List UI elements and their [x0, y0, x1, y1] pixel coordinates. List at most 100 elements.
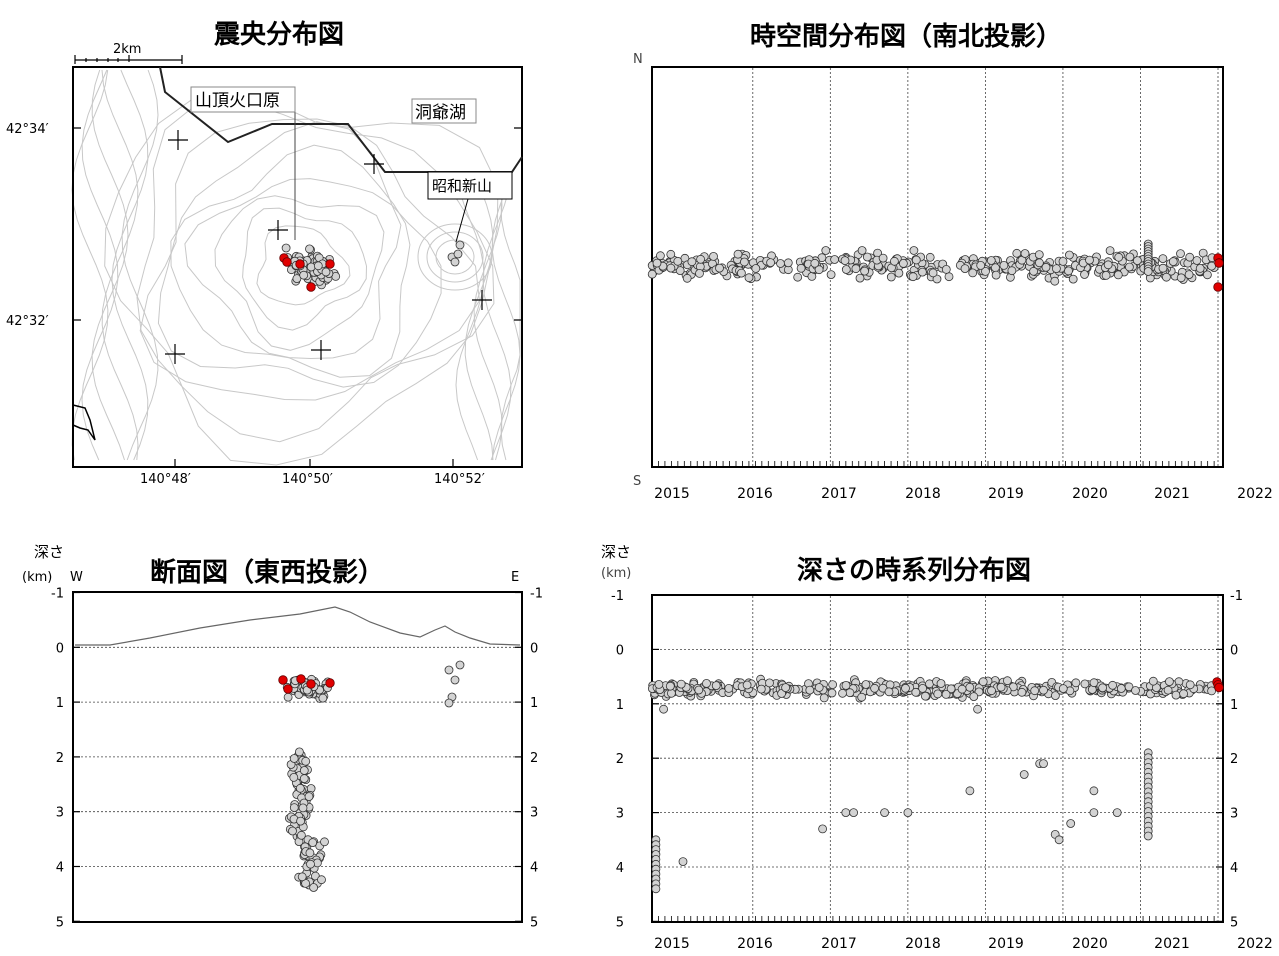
cross-section-point	[297, 872, 307, 882]
spacetime-point	[894, 268, 904, 278]
showa-label: 昭和新山	[432, 177, 492, 195]
spacetime-point	[740, 257, 749, 267]
depth-tick-label: -1	[51, 587, 64, 602]
depth-tick-label: 5	[616, 915, 624, 930]
contour-line	[121, 69, 159, 461]
contour-line	[426, 231, 484, 283]
depth-time-point	[1051, 691, 1060, 700]
depth-tick-label: 1	[616, 698, 624, 713]
contour-line	[491, 189, 521, 461]
epicenter-panel: 2km 山頂火口原 洞爺湖 昭和新山 42°34′ 42°32′ 140°48′…	[6, 42, 523, 487]
depth-time-point	[756, 684, 766, 694]
depth-time-point	[1003, 676, 1012, 686]
depth-tick-label: 4	[530, 861, 538, 876]
depth-time-point	[1185, 680, 1195, 690]
depth-time-point	[819, 693, 829, 703]
year-tick-label: 2022	[1237, 936, 1273, 952]
spacetime-point	[860, 266, 869, 276]
cross-section-point	[298, 803, 308, 813]
year-tick-label: 2020	[1072, 936, 1108, 952]
spacetime-point	[909, 246, 919, 255]
depth-time-point	[678, 857, 688, 866]
depth-time-point	[911, 687, 921, 697]
spacetime-point	[751, 264, 761, 273]
depth-tick-label: 1	[56, 696, 64, 711]
north-label: N	[633, 52, 643, 67]
spacetime-point	[911, 255, 921, 265]
contour-line	[256, 225, 351, 306]
contour-line	[184, 178, 402, 360]
depth-tick-label: 4	[616, 861, 624, 876]
depth-time-point	[861, 680, 871, 689]
epicenter-point	[292, 274, 302, 284]
km-label-right: (km)	[601, 566, 632, 581]
depth-tick-label: -1	[611, 589, 624, 604]
spacetime-minor-ticks	[651, 461, 1215, 466]
spacetime-point	[695, 268, 704, 278]
depth-tick-label: 0	[56, 641, 64, 656]
spacetime-point	[1029, 266, 1038, 276]
contour-line	[104, 92, 499, 466]
depth-time-point	[827, 688, 837, 698]
depth-time-point	[1058, 684, 1068, 693]
contour-line	[242, 207, 367, 331]
depth-time-point	[1080, 679, 1090, 689]
map-frame	[72, 66, 523, 468]
spacetime-point	[1162, 272, 1171, 282]
depth-time-point	[1071, 678, 1081, 688]
cross-section-point	[450, 675, 460, 685]
spacetime-point	[1105, 246, 1115, 256]
spacetime-point	[968, 268, 978, 278]
depth-time-point	[742, 680, 752, 690]
spacetime-year-labels: 2015 2016 2017 2018 2019 2020 2021 2022	[654, 486, 1273, 502]
depth-time-point	[903, 808, 913, 817]
year-tick-label: 2021	[1154, 486, 1190, 502]
epicenter-point	[455, 240, 465, 250]
spacetime-point	[793, 272, 803, 282]
spacetime-point	[1143, 267, 1153, 276]
recent-cross-section	[306, 679, 316, 689]
depth-tick-label: 3	[530, 806, 538, 821]
year-tick-label: 2016	[737, 936, 773, 952]
spacetime-point	[991, 263, 1000, 273]
spacetime-point	[666, 263, 676, 273]
year-tick-label: 2019	[988, 936, 1024, 952]
spacetime-points	[647, 239, 1224, 292]
depth-tick-label: 0	[530, 641, 538, 656]
depth-time-point	[957, 684, 967, 694]
depth-time-point	[969, 692, 979, 701]
depth-time-point	[1019, 770, 1029, 779]
depth-tick-label: -1	[530, 587, 543, 602]
spacetime-point	[878, 253, 888, 263]
spacetime-point	[918, 267, 927, 277]
recent-cross-section	[296, 674, 306, 684]
epicenter-axis-ticks	[73, 127, 522, 467]
depth-time-point	[702, 679, 711, 688]
recent-epicenter	[306, 282, 316, 292]
spacetime-point	[1113, 270, 1123, 280]
spacetime-point	[1064, 266, 1073, 276]
year-tick-label: 2015	[654, 936, 690, 952]
epicenter-point	[450, 257, 460, 267]
depth-time-frame	[651, 594, 1224, 923]
cross-section-point	[295, 783, 305, 793]
depth-time-point	[965, 682, 975, 692]
depth-time-point	[936, 679, 946, 688]
depth-time-point	[849, 808, 858, 817]
contour-lines	[71, 69, 521, 466]
depth-time-point	[1143, 831, 1153, 841]
depth-time-point	[1163, 685, 1173, 695]
spacetime-point	[675, 266, 685, 276]
epicenter-point	[299, 270, 309, 280]
depth-tick-label: 2	[56, 751, 64, 766]
spacetime-point	[766, 258, 775, 268]
spacetime-point	[1158, 263, 1168, 273]
depth-tick-label: 1	[1230, 698, 1238, 713]
spacetime-point	[890, 256, 899, 266]
contour-line	[170, 144, 411, 378]
cross-section-point	[301, 756, 311, 766]
depth-time-point	[1108, 680, 1117, 690]
depth-tick-label: 5	[56, 915, 64, 930]
depth-tick-label: 4	[56, 861, 64, 876]
